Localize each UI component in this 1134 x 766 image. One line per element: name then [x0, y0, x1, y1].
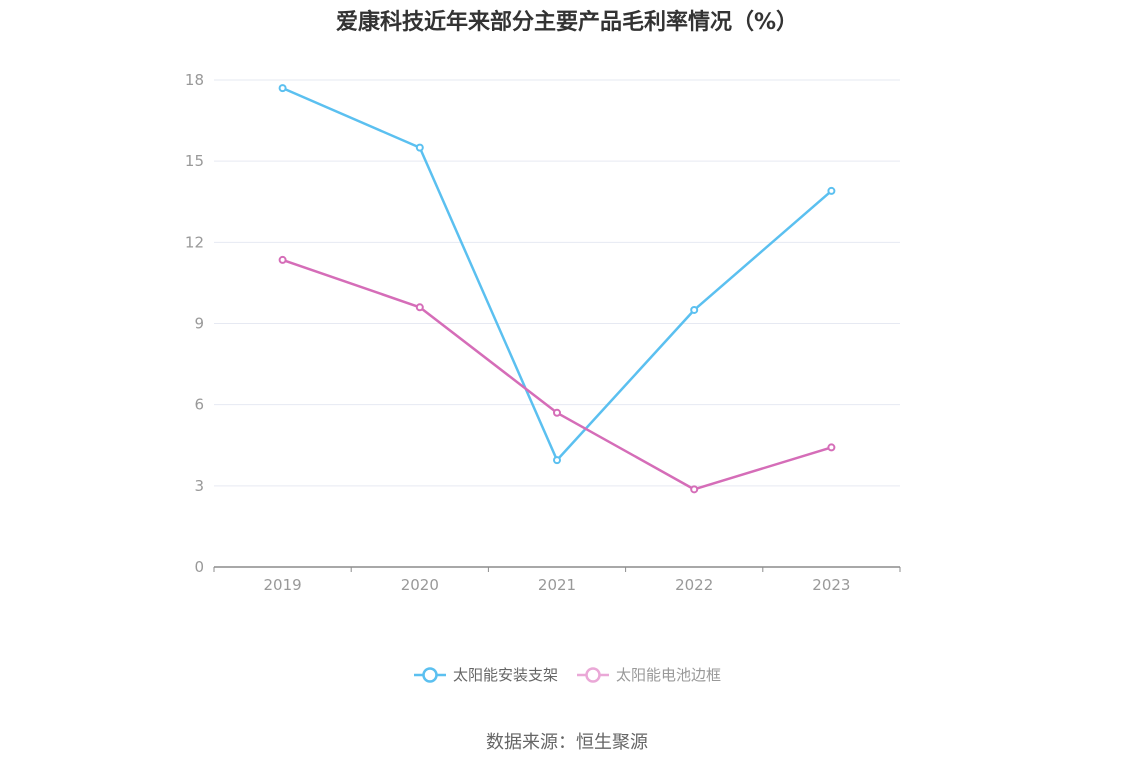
series-1 [278, 84, 836, 465]
y-tick-label: 15 [185, 152, 204, 170]
data-point[interactable] [690, 305, 699, 314]
x-tick-label: 2020 [401, 576, 439, 594]
data-point[interactable] [553, 408, 561, 417]
legend-item-1[interactable]: 太阳能安装支架 [413, 664, 558, 685]
y-tick-label: 0 [194, 558, 204, 576]
x-tick-label: 2021 [538, 576, 576, 594]
data-point[interactable] [553, 456, 561, 465]
legend-item-2[interactable]: 太阳能电池边框 [576, 664, 721, 685]
series-line [282, 258, 832, 491]
data-point[interactable] [827, 186, 836, 195]
axes: 0 3 6 9 12 15 18 2019 2020 2021 2022 2023 [185, 71, 901, 594]
data-point[interactable] [415, 143, 424, 152]
y-tick-label: 6 [194, 396, 204, 414]
data-point[interactable] [278, 84, 287, 93]
x-tick-label: 2023 [812, 576, 850, 594]
chart-legend: 太阳能安装支架 太阳能电池边框 [0, 664, 1134, 685]
legend-label: 太阳能安装支架 [452, 666, 558, 684]
legend-label: 太阳能电池边框 [616, 666, 722, 684]
series [278, 84, 836, 494]
x-tick-label: 2019 [264, 576, 302, 594]
y-tick-label: 12 [185, 233, 204, 251]
data-point[interactable] [690, 485, 699, 494]
grid-lines [214, 79, 900, 487]
data-point[interactable] [827, 443, 836, 452]
y-tick-label: 18 [185, 71, 204, 89]
legend-marker-icon [413, 666, 446, 683]
data-point[interactable] [415, 303, 424, 312]
y-tick-label: 9 [194, 315, 204, 333]
series-2 [278, 255, 836, 494]
legend-marker-icon [577, 666, 609, 683]
data-point[interactable] [278, 255, 287, 264]
data-source: 数据来源：恒生聚源 [486, 732, 648, 753]
x-tick-label: 2022 [675, 576, 713, 594]
chart-title: 爱康科技近年来部分主要产品毛利率情况（%） [335, 10, 799, 35]
y-tick-label: 3 [194, 477, 204, 495]
